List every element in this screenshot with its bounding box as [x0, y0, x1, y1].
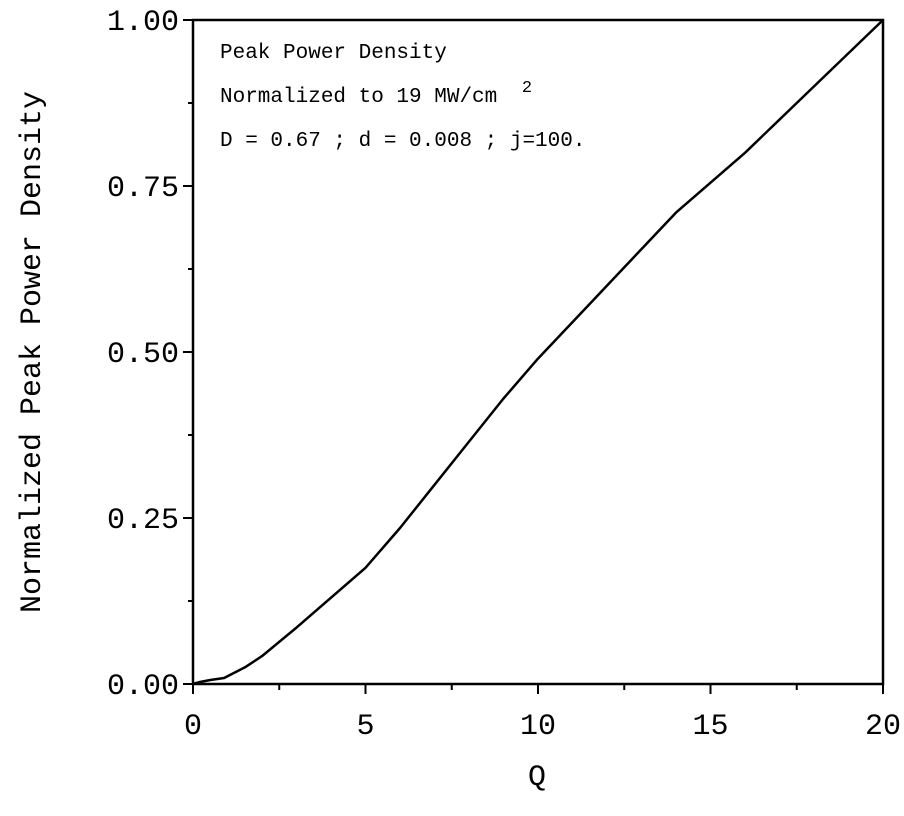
y-axis-ticks: 0.00 0.25 0.50 0.75 1.00 [107, 6, 193, 704]
x-axis-title: Q [528, 761, 546, 795]
y-tick-label: 0.00 [107, 670, 179, 704]
annotation-line-2: Normalized to 19 MW/cm 2 [220, 79, 532, 109]
y-axis-title: Normalized Peak Power Density [16, 91, 50, 613]
x-tick-label: 20 [865, 710, 901, 744]
annotation-line-2-superscript: 2 [522, 79, 532, 98]
y-tick-label: 1.00 [107, 6, 179, 40]
x-tick-label: 10 [520, 710, 556, 744]
annotation-block: Peak Power Density Normalized to 19 MW/c… [220, 42, 585, 153]
x-axis-ticks: 0 5 10 15 20 [184, 684, 901, 744]
annotation-line-2-main: Normalized to 19 MW/cm [220, 86, 497, 109]
x-tick-label: 0 [184, 710, 202, 744]
y-tick-label: 0.25 [107, 504, 179, 538]
x-tick-label: 5 [356, 710, 374, 744]
y-tick-label: 0.75 [107, 172, 179, 206]
y-tick-label: 0.50 [107, 338, 179, 372]
annotation-line-1: Peak Power Density [220, 42, 447, 65]
annotation-line-3: D = 0.67 ; d = 0.008 ; j=100. [220, 130, 585, 153]
series-layer [192, 19, 884, 686]
x-tick-label: 15 [692, 710, 728, 744]
series-line [192, 19, 884, 686]
